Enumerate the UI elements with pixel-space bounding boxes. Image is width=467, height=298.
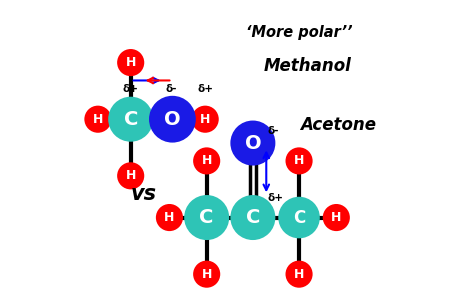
Text: H: H xyxy=(126,56,136,69)
Circle shape xyxy=(194,262,219,287)
Circle shape xyxy=(185,196,228,239)
Text: δ-: δ- xyxy=(165,84,177,94)
Text: ‘More polar’’: ‘More polar’’ xyxy=(246,25,352,40)
Text: δ+: δ+ xyxy=(197,84,213,94)
Text: H: H xyxy=(294,268,304,281)
Circle shape xyxy=(287,262,311,287)
Text: O: O xyxy=(164,110,181,129)
Circle shape xyxy=(232,196,274,239)
Text: H: H xyxy=(331,211,341,224)
Circle shape xyxy=(194,148,219,173)
Circle shape xyxy=(109,98,152,141)
Text: Methanol: Methanol xyxy=(263,57,351,74)
Text: δ+: δ+ xyxy=(268,193,284,203)
Circle shape xyxy=(287,148,311,173)
Circle shape xyxy=(85,107,110,132)
Text: C: C xyxy=(123,110,138,129)
Circle shape xyxy=(324,205,349,230)
Circle shape xyxy=(118,163,143,188)
Text: H: H xyxy=(201,154,212,167)
Text: O: O xyxy=(245,134,261,153)
Text: vs: vs xyxy=(131,184,157,204)
Text: δ-: δ- xyxy=(268,125,279,136)
Circle shape xyxy=(150,97,195,142)
Text: H: H xyxy=(201,268,212,281)
Text: δ+: δ+ xyxy=(123,84,139,94)
Circle shape xyxy=(157,205,182,230)
Circle shape xyxy=(118,50,143,75)
Circle shape xyxy=(193,107,218,132)
Text: H: H xyxy=(126,169,136,182)
Text: C: C xyxy=(293,209,305,226)
Text: C: C xyxy=(246,208,260,227)
Circle shape xyxy=(232,122,274,164)
Text: H: H xyxy=(294,154,304,167)
Text: H: H xyxy=(93,113,103,126)
Text: H: H xyxy=(200,113,210,126)
Text: C: C xyxy=(199,208,214,227)
Text: H: H xyxy=(164,211,175,224)
Circle shape xyxy=(279,198,319,237)
Text: Acetone: Acetone xyxy=(300,116,376,134)
